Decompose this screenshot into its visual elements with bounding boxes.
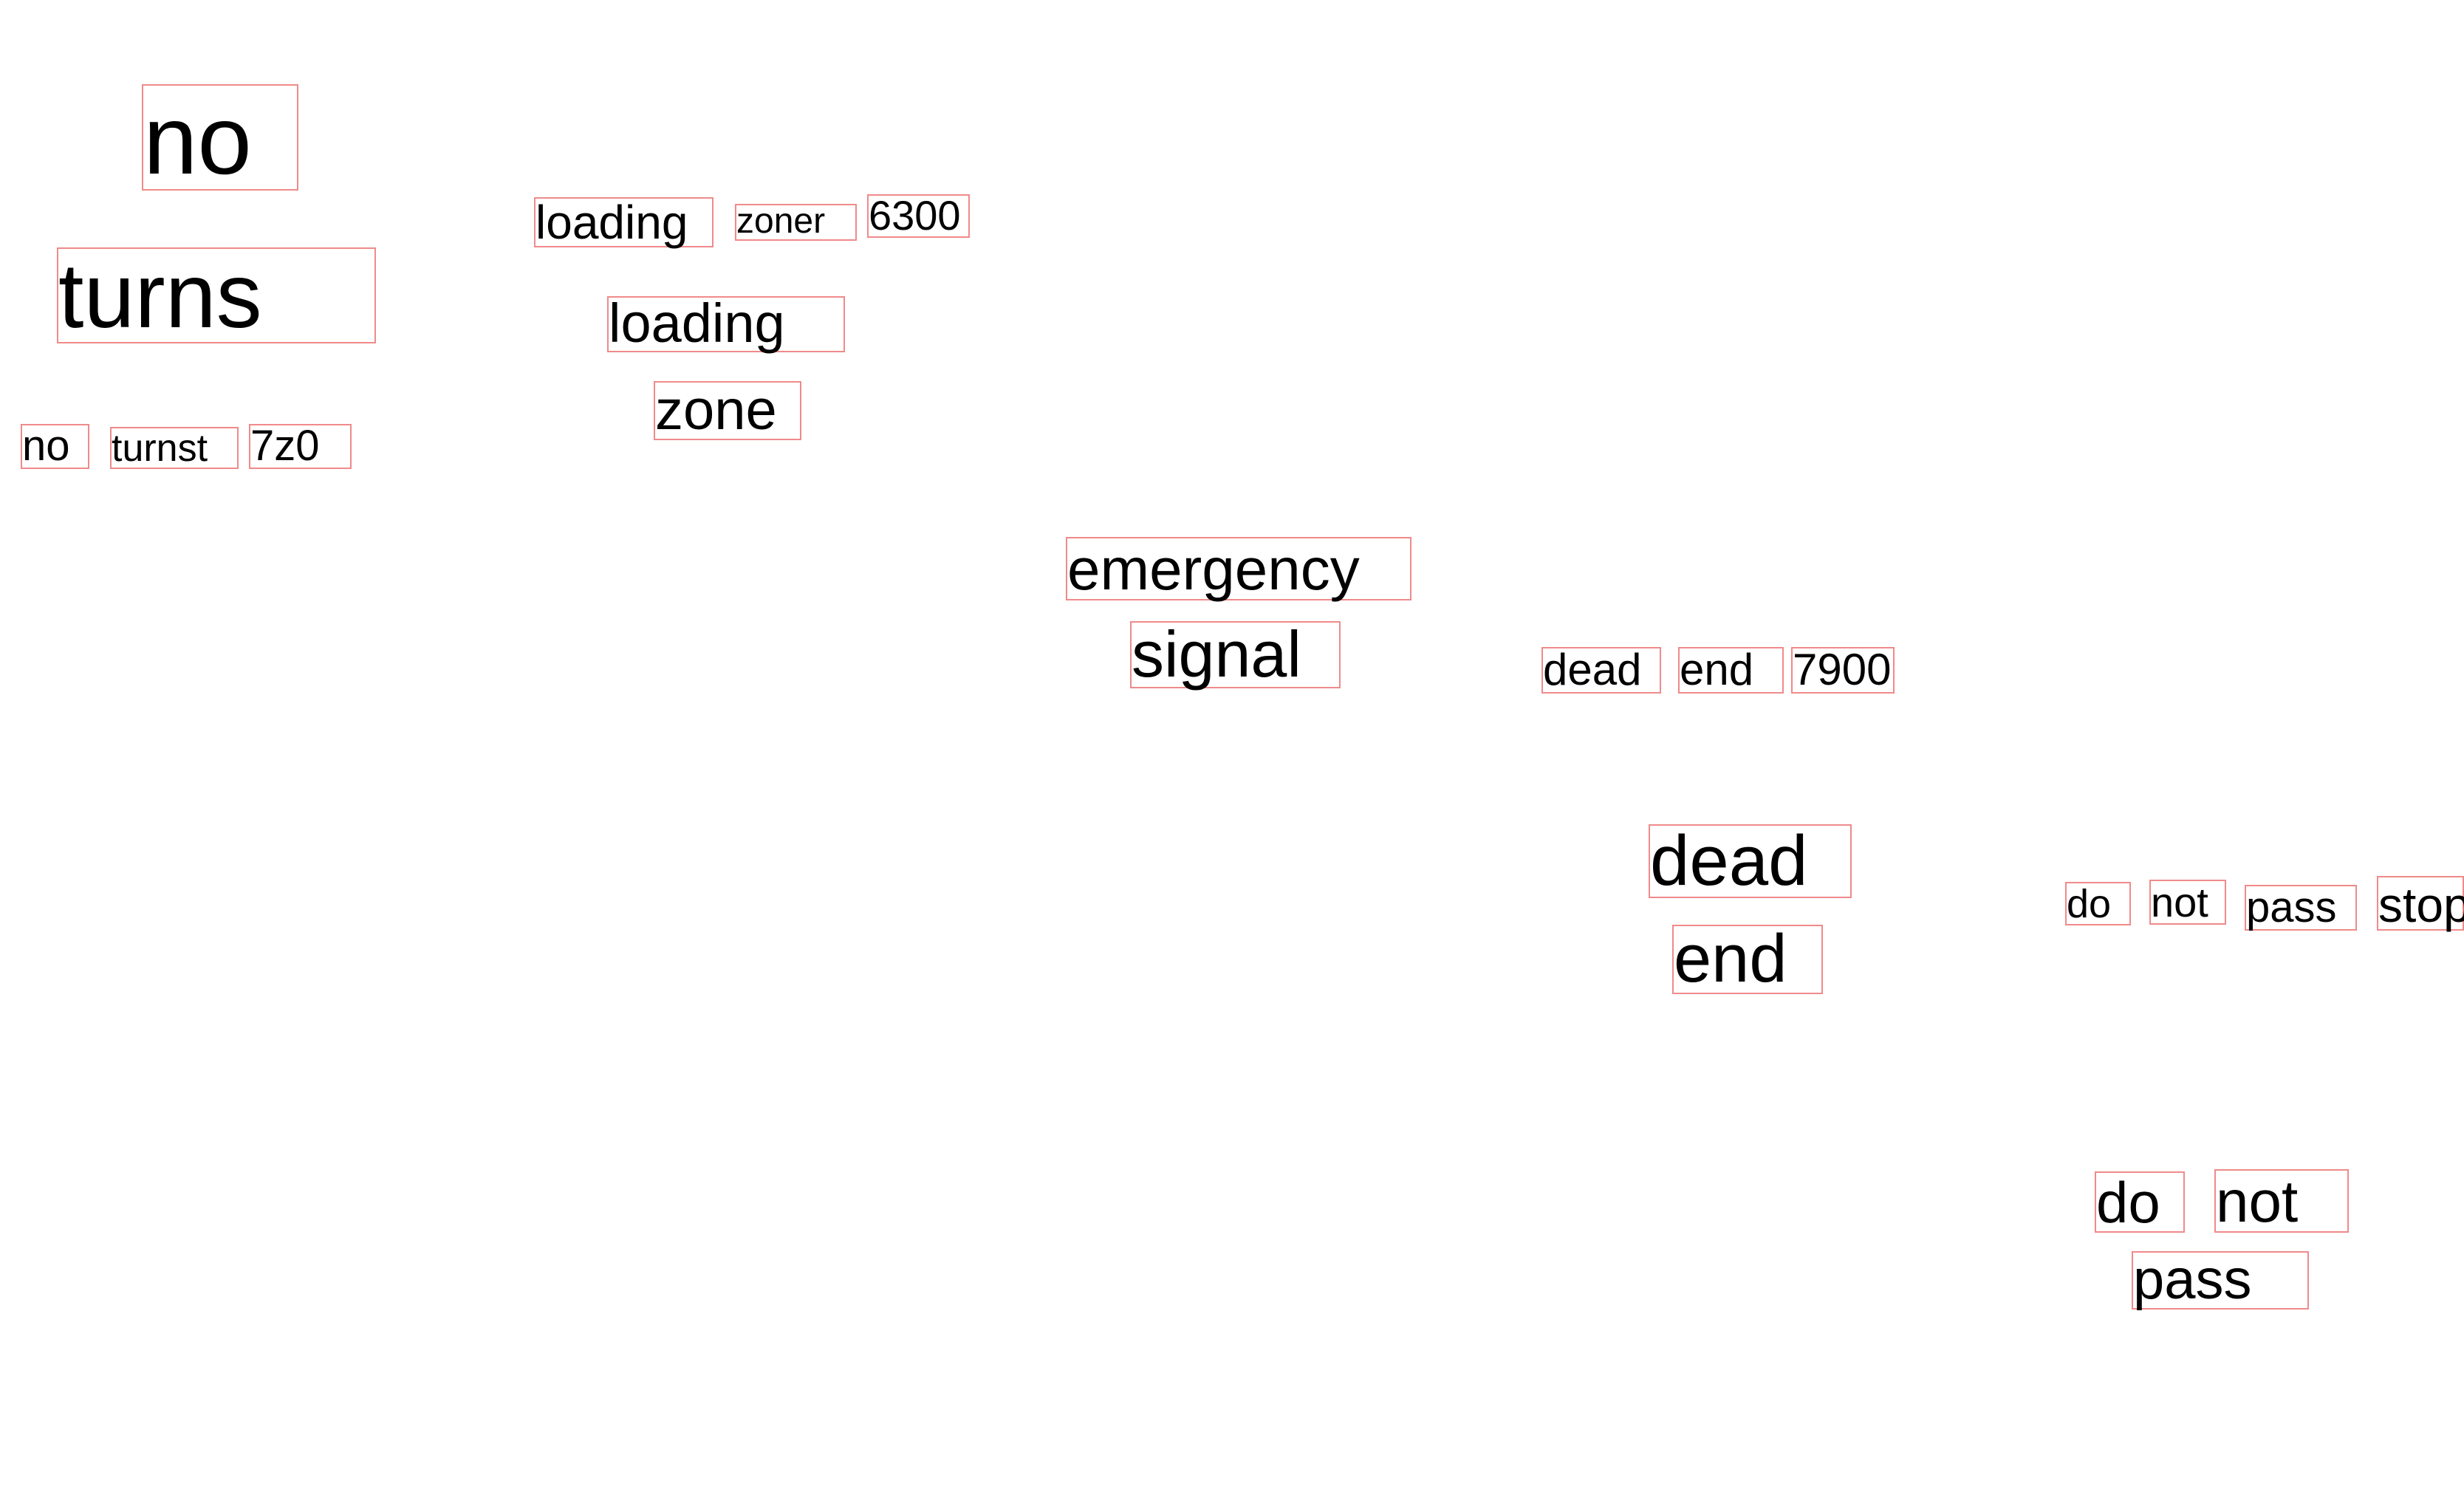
word-text: not (2216, 1168, 2299, 1234)
word-text: turnst (112, 427, 208, 470)
word-7z0-small: 7z0 (249, 424, 352, 469)
word-text: no (22, 422, 70, 470)
word-no-large: no (142, 84, 298, 191)
word-text: 6300 (869, 192, 961, 239)
word-end-large: end (1672, 925, 1823, 994)
word-text: stop (2378, 877, 2464, 932)
word-text: zoner (736, 202, 826, 241)
word-text: 7900 (1793, 645, 1892, 694)
word-loading-small: loading (534, 197, 713, 247)
word-text: 7z0 (250, 422, 320, 470)
word-pass-large: pass (2132, 1251, 2309, 1310)
word-emergency-large: emergency (1066, 537, 1411, 600)
word-not-large: not (2214, 1169, 2349, 1233)
word-text: dead (1543, 645, 1642, 694)
word-6300-small: 6300 (867, 194, 970, 238)
word-text: emergency (1067, 536, 1360, 602)
word-text: zone (655, 379, 777, 442)
word-text: dead (1650, 821, 1808, 900)
word-turns-large: turns (57, 247, 376, 343)
word-text: turns (58, 245, 262, 347)
word-text: pass (2133, 1248, 2252, 1311)
word-loading-large: loading (607, 296, 845, 352)
word-end-small: end (1678, 647, 1784, 694)
word-dead-small: dead (1541, 647, 1661, 694)
word-dead-large: dead (1649, 824, 1852, 898)
word-signal-large: signal (1130, 621, 1341, 688)
word-stop-small: stop (2377, 876, 2464, 931)
word-zoner-small: zoner (735, 204, 857, 241)
word-text: pass (2246, 883, 2337, 931)
word-text: loading (609, 292, 785, 354)
word-text: end (1674, 921, 1787, 996)
word-text: end (1680, 645, 1754, 694)
word-text: loading (535, 196, 688, 249)
word-do-small: do (2065, 882, 2131, 925)
word-text: do (2067, 882, 2112, 926)
word-no-small: no (21, 424, 89, 469)
word-turnst-small: turnst (110, 427, 239, 469)
word-text: no (143, 86, 252, 194)
word-text: do (2096, 1170, 2160, 1235)
word-not-small: not (2149, 880, 2226, 925)
word-do-large: do (2095, 1171, 2185, 1233)
word-text: signal (1132, 617, 1301, 691)
word-text: not (2151, 879, 2208, 925)
word-7900-small: 7900 (1791, 647, 1895, 694)
word-zone-large: zone (654, 381, 801, 440)
word-pass-small: pass (2245, 885, 2357, 931)
